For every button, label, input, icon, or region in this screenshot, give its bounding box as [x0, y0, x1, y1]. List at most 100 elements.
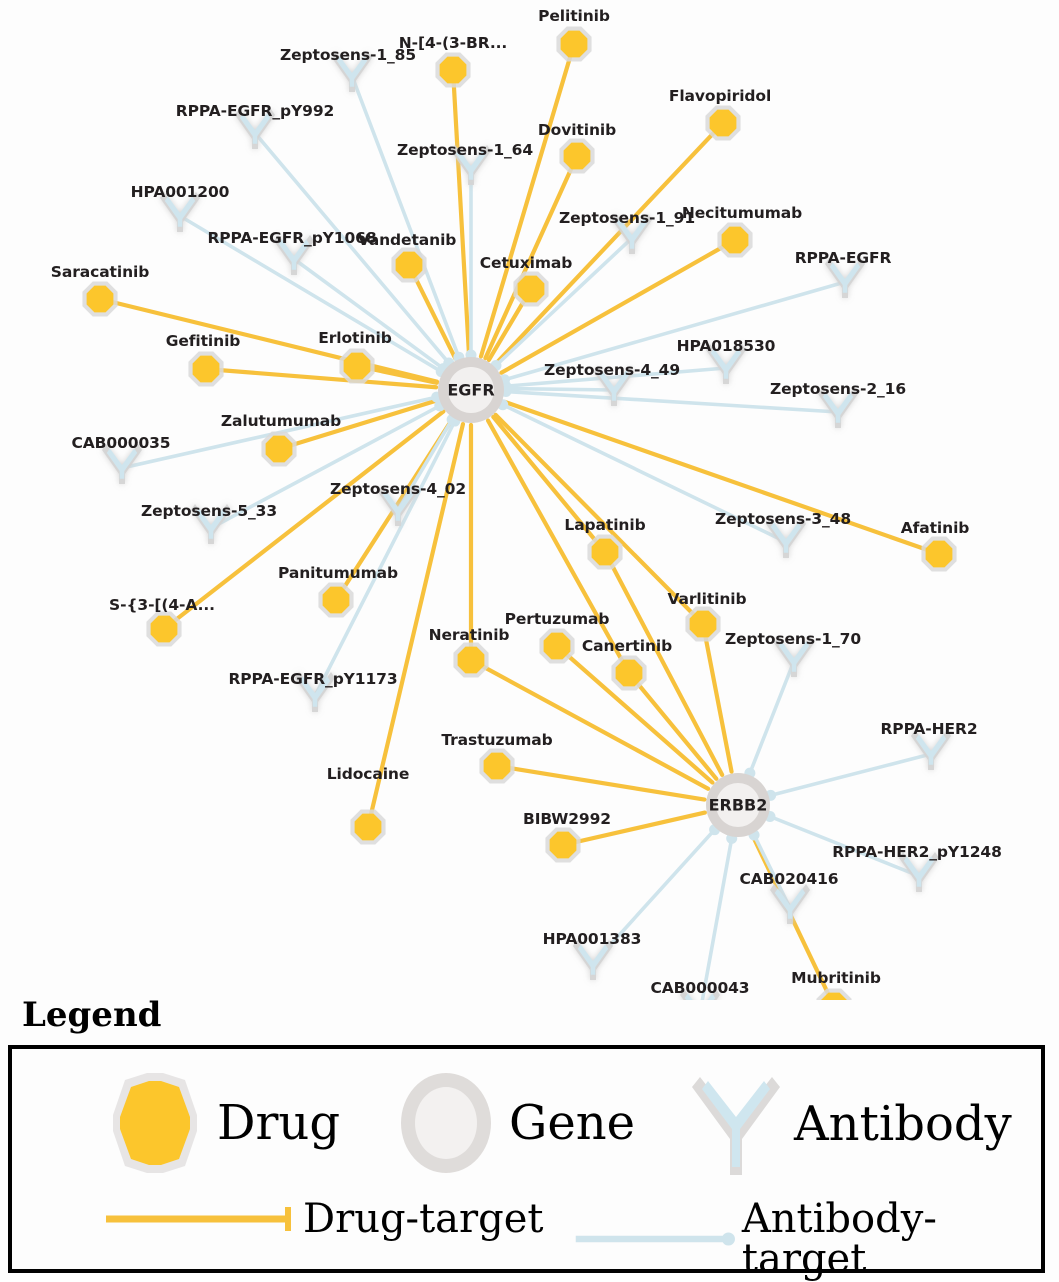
legend-item-gene: Gene — [397, 1071, 635, 1175]
antibody-node[interactable] — [295, 672, 335, 712]
drug-target-edge — [499, 237, 738, 375]
drug-node[interactable] — [545, 827, 581, 863]
antibody-node[interactable] — [332, 52, 372, 92]
antibody-node[interactable] — [680, 989, 720, 1000]
drug-node[interactable] — [82, 281, 118, 317]
drug-node[interactable] — [539, 628, 575, 664]
drug-node[interactable] — [816, 988, 852, 1000]
drug-target-edge — [97, 296, 440, 384]
drug-node[interactable] — [435, 52, 471, 88]
antibody-node[interactable] — [911, 730, 951, 770]
antibody-node[interactable] — [766, 518, 806, 558]
gene-node-label: ERBB2 — [708, 795, 768, 815]
antibody-target-edge — [494, 236, 634, 368]
drug-octagon-icon — [113, 1073, 197, 1173]
legend-item-antibody-target: Antibody-target — [572, 1199, 1041, 1279]
antibody-target-edge — [748, 659, 796, 775]
network-canvas — [82, 26, 957, 1000]
antibody-target-edge — [504, 389, 840, 414]
drug-target-edge — [485, 418, 632, 676]
drug-target-edge — [276, 398, 440, 452]
antibody-target-edge — [500, 402, 788, 544]
antibody-node[interactable] — [706, 344, 746, 384]
legend-label-gene: Gene — [509, 1095, 636, 1151]
drug-node[interactable] — [479, 748, 515, 784]
antibody-target-edge — [591, 827, 717, 966]
drug-node[interactable] — [339, 348, 375, 384]
antibody-node[interactable] — [818, 388, 858, 428]
drug-target-edge — [492, 120, 726, 367]
antibody-node[interactable] — [235, 109, 275, 149]
drug-target-edge — [626, 670, 719, 781]
legend-title: Legend — [22, 995, 162, 1035]
antibody-node[interactable] — [899, 852, 939, 892]
antibody-node[interactable] — [160, 192, 200, 232]
drug-target-edge — [478, 41, 577, 359]
drug-node[interactable] — [261, 431, 297, 467]
drug-node[interactable] — [717, 222, 753, 258]
drug-node[interactable] — [685, 606, 721, 642]
drug-node[interactable] — [513, 271, 549, 307]
legend-node-row: Drug Gene Antibody — [12, 1063, 1041, 1183]
antibody-node[interactable] — [774, 637, 814, 677]
legend-item-antibody: Antibody — [692, 1071, 1012, 1177]
antibody-node[interactable] — [451, 145, 491, 185]
legend-label-antibody-target: Antibody-target — [741, 1196, 937, 1282]
gene-node[interactable] — [438, 357, 504, 423]
edges-layer — [97, 41, 942, 1000]
antibody-target-edge — [209, 404, 442, 530]
antibody-node[interactable] — [612, 214, 652, 254]
drug-node[interactable] — [705, 105, 741, 141]
antibody-target-edge — [253, 131, 451, 365]
drug-node[interactable] — [391, 247, 427, 283]
antibody-node[interactable] — [573, 940, 613, 980]
drug-target-edge-icon — [106, 1207, 291, 1231]
drug-node[interactable] — [611, 655, 647, 691]
antibody-target-edge — [768, 814, 921, 878]
drug-target-edge — [493, 412, 706, 627]
drug-target-edge — [501, 399, 942, 557]
antibody-target-edge — [178, 214, 444, 374]
antibody-node[interactable] — [594, 366, 634, 406]
drug-node[interactable] — [188, 351, 224, 387]
legend-label-drug-target: Drug-target — [303, 1196, 544, 1242]
drug-target-edge — [468, 657, 711, 791]
gene-ring-icon — [401, 1073, 491, 1173]
antibody-target-edge — [502, 280, 847, 382]
drug-target-edge — [161, 409, 446, 632]
antibody-node[interactable] — [274, 235, 314, 275]
drug-target-edge — [491, 414, 608, 555]
legend-item-drug-target: Drug-target — [102, 1199, 543, 1239]
drug-target-edge — [602, 549, 725, 778]
nodes-layer — [82, 26, 957, 1000]
drug-target-edge — [750, 833, 834, 1000]
antibody-target-edge-icon — [575, 1232, 735, 1246]
antibody-target-edge — [503, 366, 728, 388]
antibody-target-edge — [313, 419, 457, 698]
gene-node[interactable] — [706, 773, 770, 837]
drug-node[interactable] — [556, 26, 592, 62]
antibody-chevron-icon — [692, 1077, 780, 1175]
gene-node-label: EGFR — [447, 380, 495, 400]
drug-target-edge — [554, 643, 715, 785]
drug-target-edge — [450, 67, 472, 358]
drug-node[interactable] — [921, 536, 957, 572]
drug-node[interactable] — [559, 138, 595, 174]
antibody-node[interactable] — [191, 504, 231, 544]
drug-node[interactable] — [146, 611, 182, 647]
antibody-target-edge — [700, 836, 734, 1000]
drug-node[interactable] — [587, 534, 623, 570]
antibody-target-edge — [292, 257, 446, 371]
drug-target-edge — [483, 153, 580, 361]
antibody-node[interactable] — [770, 884, 810, 924]
drug-target-edge — [365, 421, 466, 830]
legend-edge-row: Drug-target Antibody-target — [12, 1199, 1041, 1279]
drug-node[interactable] — [318, 582, 354, 618]
antibody-node[interactable] — [825, 258, 865, 298]
drug-target-edge — [700, 621, 734, 774]
drug-node[interactable] — [453, 642, 489, 678]
antibody-node[interactable] — [102, 444, 142, 484]
drug-node[interactable] — [350, 809, 386, 845]
antibody-node[interactable] — [378, 486, 418, 526]
